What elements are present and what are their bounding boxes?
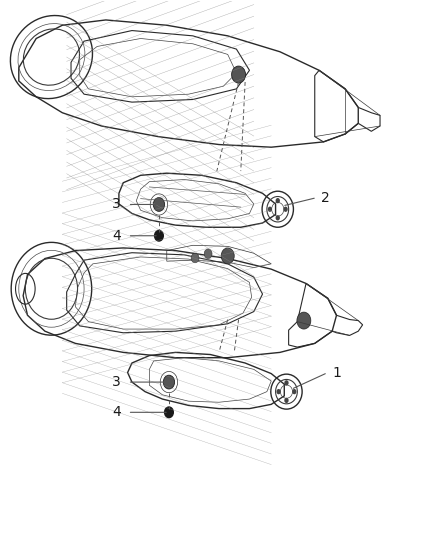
Circle shape [232, 66, 246, 83]
Circle shape [204, 249, 212, 259]
Circle shape [163, 375, 175, 389]
Circle shape [191, 253, 199, 263]
Text: 1: 1 [332, 366, 341, 379]
Text: 3: 3 [112, 197, 121, 212]
Circle shape [165, 407, 173, 418]
Circle shape [276, 389, 281, 394]
Circle shape [155, 230, 163, 241]
Circle shape [268, 207, 272, 212]
Circle shape [221, 248, 234, 264]
Text: 4: 4 [112, 229, 121, 243]
Circle shape [292, 389, 297, 394]
Circle shape [297, 312, 311, 329]
Text: 3: 3 [112, 375, 121, 389]
Circle shape [276, 215, 280, 221]
Circle shape [276, 198, 280, 203]
Circle shape [283, 207, 288, 212]
Text: 2: 2 [321, 191, 330, 205]
Circle shape [284, 398, 289, 403]
Text: 4: 4 [112, 405, 121, 419]
Circle shape [153, 198, 165, 212]
Circle shape [284, 380, 289, 385]
